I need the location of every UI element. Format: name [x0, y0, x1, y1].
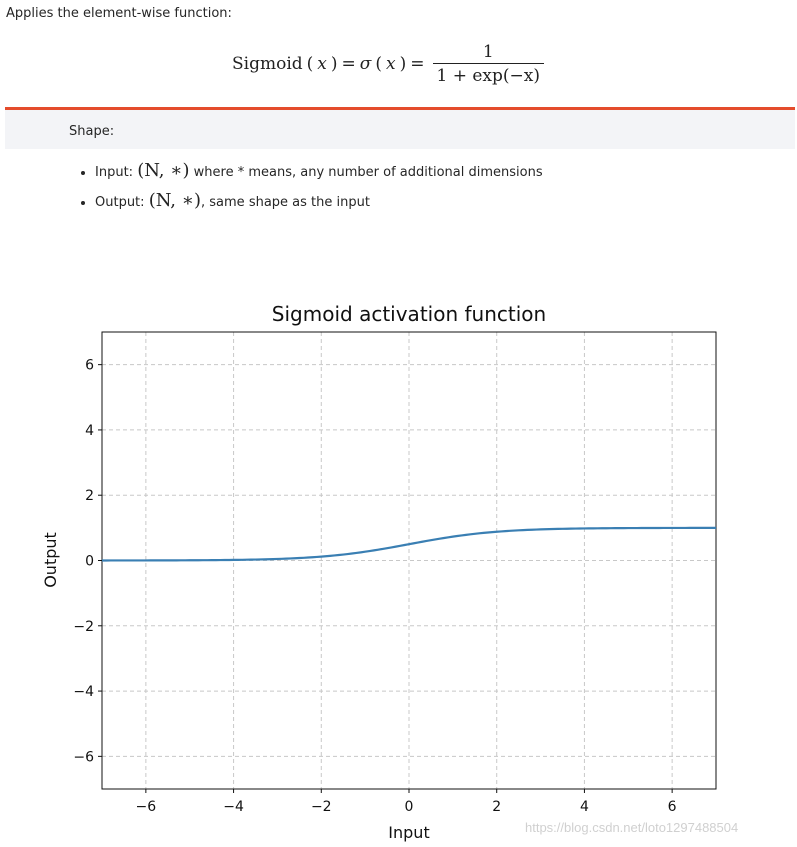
shape-title: Shape: [69, 124, 115, 139]
formula-lhs: Sigmoid [232, 54, 303, 74]
x-axis-label: Input [388, 823, 429, 842]
shape-section: Shape: [5, 107, 795, 149]
intro-text: Applies the element-wise function: [6, 6, 232, 21]
shape-list: Input: (N, ∗) where * means, any number … [75, 160, 543, 220]
shape-item-input: Input: (N, ∗) where * means, any number … [95, 160, 543, 184]
shape-item-output: Output: (N, ∗), same shape as the input [95, 190, 543, 214]
formula-fraction: 1 1 + exp(−x) [432, 42, 544, 86]
watermark: https://blog.csdn.net/loto1297488504 [525, 820, 739, 835]
sigmoid-series-line [102, 526, 716, 562]
x-tick-label: 2 [492, 799, 501, 815]
formula-eq-2: = [410, 54, 425, 74]
y-tick-label: 2 [85, 488, 94, 504]
y-tick-label: 6 [85, 358, 94, 374]
sigmoid-formula: Sigmoid(x) = σ(x) = 1 1 + exp(−x) [232, 42, 544, 86]
formula-denominator: 1 + exp(−x) [436, 66, 541, 86]
output-desc: , same shape as the input [201, 195, 370, 210]
formula-var-2: x [386, 54, 396, 74]
x-tick-label: −2 [311, 799, 332, 815]
formula-eq-1: = [341, 54, 356, 74]
output-math: (N, ∗) [148, 190, 202, 211]
y-tick-label: −4 [73, 684, 94, 700]
formula-numerator: 1 [482, 42, 494, 62]
x-tick-label: 0 [405, 799, 414, 815]
y-axis-label: Output [41, 532, 60, 588]
input-label: Input: [95, 165, 134, 180]
y-tick-label: −6 [73, 749, 94, 765]
x-tick-label: 4 [580, 799, 589, 815]
chart-title: Sigmoid activation function [272, 302, 546, 326]
output-label: Output: [95, 195, 145, 210]
x-tick-label: −6 [136, 799, 157, 815]
input-math: (N, ∗) [137, 160, 190, 181]
y-tick-label: 4 [85, 423, 94, 439]
x-tick-label: 6 [668, 799, 677, 815]
fraction-bar [432, 63, 544, 64]
input-desc: where * means, any number of additional … [189, 165, 543, 180]
y-tick-label: −2 [73, 619, 94, 635]
formula-sigma: σ [359, 54, 372, 74]
y-tick-label: 0 [85, 554, 94, 570]
formula-var: x [317, 54, 327, 74]
x-tick-label: −4 [223, 799, 244, 815]
